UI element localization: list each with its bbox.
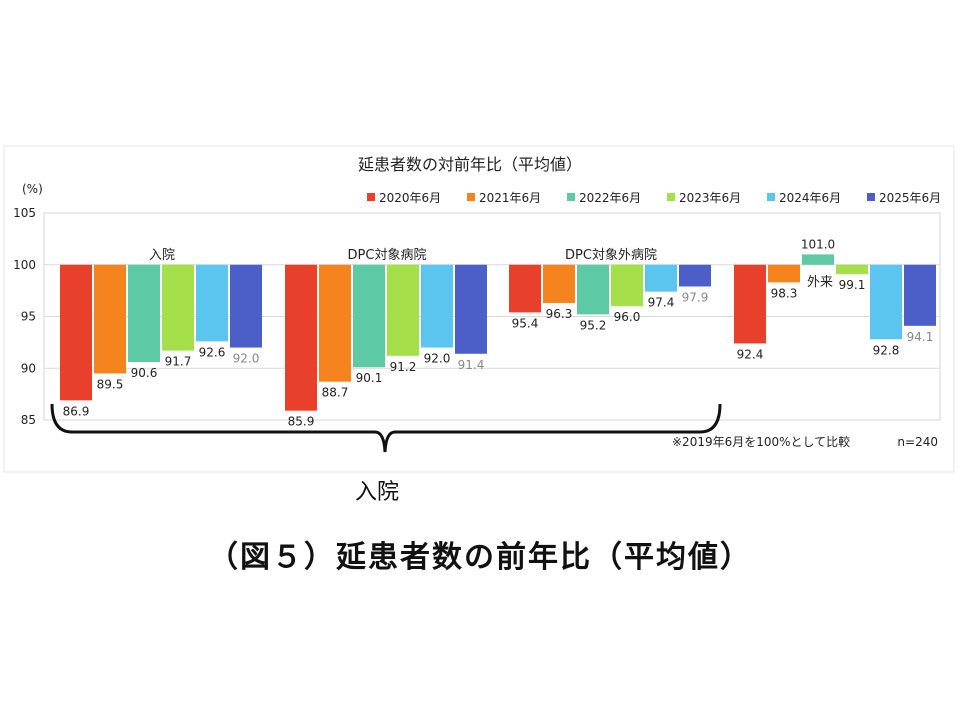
bar <box>162 264 194 351</box>
legend-label: 2022年6月 <box>579 191 641 205</box>
bar <box>509 264 541 313</box>
value-label: 101.0 <box>801 237 835 251</box>
bar <box>94 264 126 374</box>
y-tick-label: 85 <box>21 413 36 427</box>
bar <box>455 264 487 354</box>
brace-label: 入院 <box>355 480 400 505</box>
figure-caption: （図５）延患者数の前年比（平均値） <box>208 540 752 575</box>
legend-swatch <box>667 193 675 201</box>
value-labels: 86.9 89.5 90.6 91.7 92.6 92.0 85.9 88.7 90.1 91.2… <box>63 237 934 428</box>
y-tick-label: 95 <box>21 310 36 324</box>
legend-swatch <box>467 193 475 201</box>
value-label: 91.7 <box>165 355 192 369</box>
legend-swatch <box>367 193 375 201</box>
value-label: 92.6 <box>199 345 226 359</box>
bar <box>611 264 643 307</box>
bar <box>645 264 677 292</box>
legend: 2020年6月 2021年6月 2022年6月 2023年6月 2024年6月 2025年… <box>367 191 941 205</box>
value-label: 85.9 <box>288 415 315 429</box>
legend-label: 2024年6月 <box>779 191 841 205</box>
bar <box>802 254 834 265</box>
legend-swatch <box>867 193 875 201</box>
category-label: DPC対象外病院 <box>565 248 657 263</box>
bar <box>353 264 385 368</box>
value-label: 95.2 <box>580 318 607 332</box>
bar <box>577 264 609 315</box>
brace <box>50 403 722 453</box>
bar <box>285 264 317 411</box>
plot-area: 85 90 95 100 105 86.9 89.5 90.6 91.7 92.6 92.0 85.… <box>13 206 941 429</box>
value-label: 96.3 <box>546 307 573 321</box>
value-label: 95.4 <box>512 316 539 330</box>
bar <box>387 264 419 356</box>
legend-label: 2020年6月 <box>379 191 441 205</box>
value-label: 88.7 <box>322 386 349 400</box>
bar <box>230 264 262 348</box>
chart-title: 延患者数の対前年比（平均値） <box>358 155 582 174</box>
legend-label: 2021年6月 <box>479 191 541 205</box>
category-label: 外来 <box>807 275 833 290</box>
category-label: 入院 <box>149 248 175 263</box>
y-axis-ticks: 85 90 95 100 105 <box>13 206 36 427</box>
category-label: DPC対象病院 <box>348 248 427 263</box>
value-label: 97.4 <box>648 296 675 310</box>
bar <box>679 264 711 287</box>
sample-size: n=240 <box>897 435 938 449</box>
value-label: 86.9 <box>63 404 90 418</box>
footnote: ※2019年6月を100%として比較 <box>672 434 850 449</box>
bar <box>768 264 800 283</box>
legend-swatch <box>567 193 575 201</box>
bar <box>60 264 92 401</box>
value-label: 99.1 <box>839 278 866 292</box>
value-label: 90.6 <box>131 366 158 380</box>
value-label: 91.2 <box>390 360 417 374</box>
value-label: 98.3 <box>771 286 798 300</box>
legend-label: 2025年6月 <box>879 191 941 205</box>
value-label: 92.0 <box>233 352 260 366</box>
bar <box>734 264 766 344</box>
bar <box>196 264 228 342</box>
bar <box>128 264 160 363</box>
value-label: 89.5 <box>97 377 124 391</box>
bar <box>904 264 936 326</box>
bar <box>421 264 453 348</box>
value-label: 92.0 <box>424 352 451 366</box>
legend-label: 2023年6月 <box>679 191 741 205</box>
bar <box>543 264 575 304</box>
legend-swatch <box>767 193 775 201</box>
value-label: 91.4 <box>458 358 485 372</box>
chart-frame <box>3 145 955 473</box>
value-label: 94.1 <box>907 330 934 344</box>
bar <box>319 264 351 382</box>
y-axis-unit: (%) <box>22 182 43 196</box>
value-label: 96.0 <box>614 310 641 324</box>
bars <box>60 254 936 411</box>
value-label: 92.8 <box>873 343 900 357</box>
y-tick-label: 105 <box>13 206 36 220</box>
bar <box>836 264 868 275</box>
bar <box>870 264 902 340</box>
value-label: 97.9 <box>682 290 709 304</box>
y-tick-label: 90 <box>21 361 36 375</box>
y-tick-label: 100 <box>13 258 36 272</box>
value-label: 90.1 <box>356 371 383 385</box>
value-label: 92.4 <box>737 347 764 361</box>
